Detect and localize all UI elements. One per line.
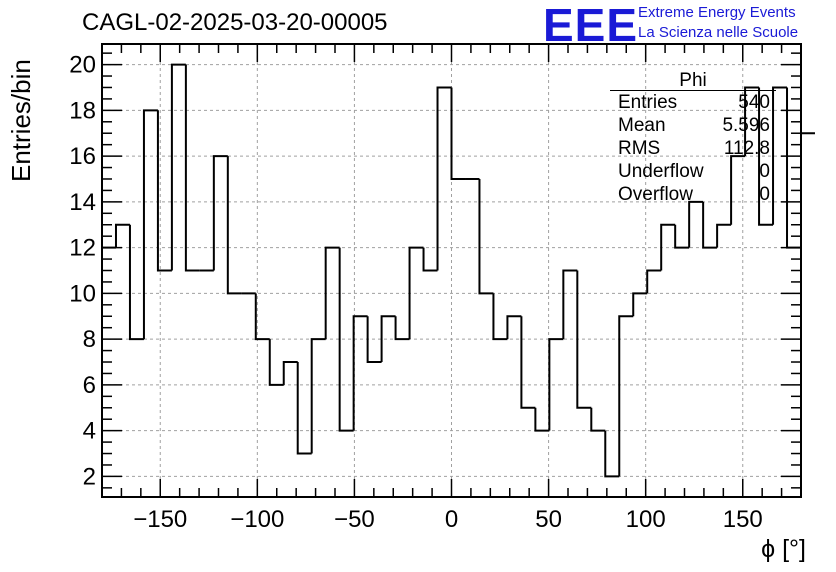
histogram-bin bbox=[800, 132, 815, 248]
histogram-bin bbox=[576, 270, 592, 409]
histogram-bin bbox=[688, 200, 704, 248]
x-tick-label: 100 bbox=[626, 506, 666, 533]
histogram-bin bbox=[170, 63, 186, 271]
y-tick-label: 10 bbox=[69, 280, 96, 307]
stats-label: Underflow bbox=[618, 161, 704, 182]
x-tick-label: 50 bbox=[535, 506, 562, 533]
histogram-bin bbox=[394, 316, 410, 341]
histogram-bin bbox=[422, 247, 438, 272]
histogram-bin bbox=[436, 86, 452, 271]
histogram-bin bbox=[282, 361, 298, 385]
logo-line-1: Extreme Energy Events bbox=[638, 4, 796, 21]
histogram-bin bbox=[226, 156, 242, 295]
histogram-bin bbox=[590, 407, 606, 432]
histogram-bin bbox=[758, 87, 774, 226]
y-tick-label: 14 bbox=[69, 189, 96, 216]
stats-label: Overflow bbox=[618, 184, 693, 205]
histogram-bin bbox=[324, 246, 340, 340]
stats-box: Phi Entries 540 Mean 5.596 RMS 112.8 Und… bbox=[610, 70, 776, 206]
histogram-bin bbox=[660, 223, 676, 271]
histogram-bin bbox=[534, 407, 550, 432]
histogram-bin bbox=[156, 110, 172, 272]
y-tick-label: 12 bbox=[69, 235, 96, 262]
plot-title: CAGL-02-2025-03-20-00005 bbox=[82, 9, 388, 36]
stats-row-entries: Entries 540 bbox=[610, 91, 776, 114]
histogram-bin bbox=[702, 201, 718, 249]
histogram-bin bbox=[310, 338, 326, 454]
histogram-bin bbox=[520, 316, 536, 409]
stats-label: RMS bbox=[618, 138, 661, 159]
histogram-bin bbox=[254, 293, 270, 341]
eee-logo-text: Extreme Energy Events La Scienza nelle S… bbox=[638, 3, 798, 43]
histogram-bin bbox=[548, 338, 564, 431]
histogram-bin bbox=[506, 315, 522, 340]
histogram-bin bbox=[744, 86, 760, 157]
histogram-bin bbox=[352, 315, 368, 431]
eee-logo: EEE bbox=[543, 0, 639, 51]
histogram-bin bbox=[478, 178, 494, 295]
histogram-bin bbox=[716, 223, 732, 248]
x-tick-label: −50 bbox=[334, 506, 375, 533]
y-tick-label: 8 bbox=[83, 326, 96, 353]
x-tick-label: 0 bbox=[445, 506, 458, 533]
y-tick-label: 4 bbox=[83, 418, 96, 445]
stats-box-title: Phi bbox=[610, 70, 776, 91]
histogram-bin bbox=[772, 86, 788, 225]
histogram-bin bbox=[618, 315, 634, 477]
stats-label: Mean bbox=[618, 115, 666, 136]
histogram-bin bbox=[338, 247, 354, 432]
histogram-bin bbox=[674, 224, 690, 249]
histogram-bin bbox=[562, 269, 578, 340]
histogram-bin bbox=[128, 224, 144, 341]
stats-row-underflow: Underflow 0 bbox=[610, 160, 776, 183]
stats-value: 5.596 bbox=[722, 115, 770, 136]
y-tick-label: 6 bbox=[83, 372, 96, 399]
histogram-bin bbox=[296, 362, 312, 455]
y-tick-label: 18 bbox=[69, 97, 96, 124]
histogram-bin bbox=[408, 246, 424, 340]
y-axis-label: Entries/bin bbox=[6, 59, 36, 182]
x-tick-label: −150 bbox=[133, 506, 187, 533]
y-tick-label: 16 bbox=[69, 143, 96, 170]
y-tick-label: 2 bbox=[83, 463, 96, 490]
stats-value: 112.8 bbox=[723, 138, 770, 159]
x-tick-label: 150 bbox=[723, 506, 763, 533]
histogram-bin bbox=[604, 430, 620, 478]
histogram-bin bbox=[730, 155, 746, 225]
histogram-bin bbox=[646, 269, 662, 294]
y-tick-label: 20 bbox=[69, 52, 96, 79]
histogram-bin bbox=[632, 292, 648, 317]
histogram-bin bbox=[114, 223, 130, 248]
histogram-bin bbox=[450, 87, 466, 180]
histogram-bin bbox=[366, 316, 382, 364]
stats-value: 540 bbox=[738, 92, 770, 113]
stats-value: 0 bbox=[759, 161, 770, 182]
histogram-bin bbox=[184, 64, 200, 272]
stats-row-mean: Mean 5.596 bbox=[610, 114, 776, 137]
x-axis-label: ϕ [°] bbox=[761, 535, 806, 563]
stats-value: 0 bbox=[759, 184, 770, 205]
histogram-bin bbox=[142, 109, 158, 340]
histogram-bin bbox=[380, 315, 396, 363]
stats-label: Entries bbox=[618, 92, 678, 113]
stats-row-overflow: Overflow 0 bbox=[610, 183, 776, 206]
histogram-bin bbox=[492, 293, 508, 341]
x-tick-label: −100 bbox=[230, 506, 284, 533]
stats-row-rms: RMS 112.8 bbox=[610, 137, 776, 160]
histogram-bin bbox=[268, 339, 284, 386]
histogram-bin bbox=[212, 155, 228, 271]
logo-line-2: La Scienza nelle Scuole bbox=[638, 24, 799, 41]
